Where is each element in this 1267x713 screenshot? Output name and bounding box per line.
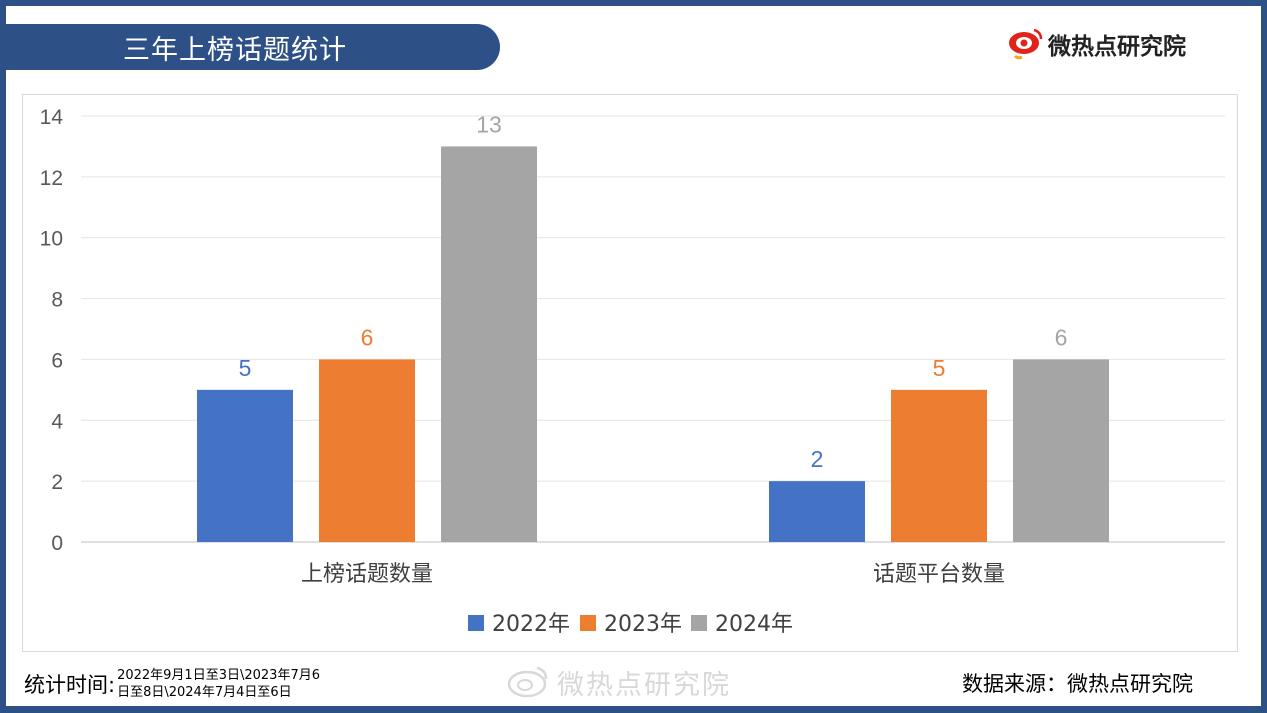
watermark-text: 微热点研究院 (557, 669, 731, 701)
x-category-label: 上榜话题数量 (301, 562, 433, 587)
bar (319, 359, 415, 542)
y-tick-label: 14 (40, 106, 64, 129)
y-tick-label: 10 (40, 228, 63, 251)
data-label: 6 (1055, 324, 1068, 350)
bar (769, 481, 865, 542)
bar (441, 146, 537, 542)
stat-time-dates: 2022年9月1日至3日\2023年7月6 日至8日\2024年7月4日至6日 (117, 667, 320, 701)
brand-logo: 微热点研究院 (1006, 24, 1186, 64)
data-label: 5 (239, 355, 252, 381)
title-banner: 三年上榜话题统计 (6, 24, 500, 70)
bar (197, 389, 293, 542)
bar (891, 389, 987, 542)
watermark: 微热点研究院 (505, 660, 731, 704)
bar (1013, 359, 1109, 542)
legend-label: 2024年 (715, 612, 793, 637)
data-label: 2 (811, 446, 824, 472)
y-tick-label: 0 (51, 532, 63, 555)
stat-time-line2: 日至8日\2024年7月4日至6日 (117, 685, 292, 700)
data-source: 数据来源：微热点研究院 (962, 672, 1193, 696)
legend-swatch (580, 615, 596, 631)
legend-label: 2022年 (492, 612, 570, 637)
weibo-eye-icon (1009, 28, 1043, 60)
data-label: 13 (476, 111, 502, 137)
y-tick-label: 4 (51, 410, 63, 433)
legend-swatch (468, 615, 484, 631)
legend-label: 2023年 (604, 612, 682, 637)
stat-time-label: 统计时间: (24, 673, 116, 697)
data-label: 5 (933, 355, 946, 381)
y-tick-label: 2 (51, 471, 63, 494)
x-category-label: 话题平台数量 (873, 562, 1005, 587)
y-tick-label: 6 (51, 349, 63, 372)
legend-swatch (691, 615, 707, 631)
stat-time-line1: 2022年9月1日至3日\2023年7月6 (117, 668, 320, 683)
y-tick-label: 8 (51, 289, 63, 312)
weibo-watermark-icon (507, 666, 548, 698)
y-tick-label: 12 (40, 167, 63, 190)
page-title: 三年上榜话题统计 (123, 34, 347, 66)
bar-chart: 0 2 4 6 8 10 12 14 5 6 13 上榜话题数量 2 5 6 话题平台数量 2022年 2023年… (40, 106, 1225, 637)
chart-area: 0 2 4 6 8 10 12 14 5 6 13 上榜话题数量 2 5 6 话题平台数量 2022年 2023年… (22, 94, 1238, 652)
data-label: 6 (361, 324, 374, 350)
stat-time: 统计时间: 2022年9月1日至3日\2023年7月6 日至8日\2024年7月… (24, 667, 320, 701)
brand-name: 微热点研究院 (1048, 34, 1186, 60)
